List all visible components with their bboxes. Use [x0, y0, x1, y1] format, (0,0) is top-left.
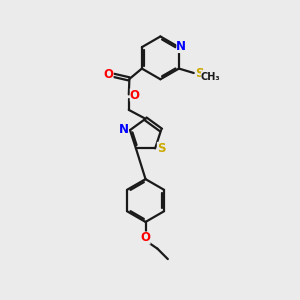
- Text: N: N: [119, 123, 129, 136]
- Text: O: O: [130, 88, 140, 101]
- Text: N: N: [176, 40, 186, 53]
- Text: CH₃: CH₃: [201, 72, 220, 82]
- Text: S: S: [157, 142, 165, 155]
- Text: O: O: [103, 68, 114, 81]
- Text: O: O: [140, 232, 151, 244]
- Text: S: S: [195, 67, 203, 80]
